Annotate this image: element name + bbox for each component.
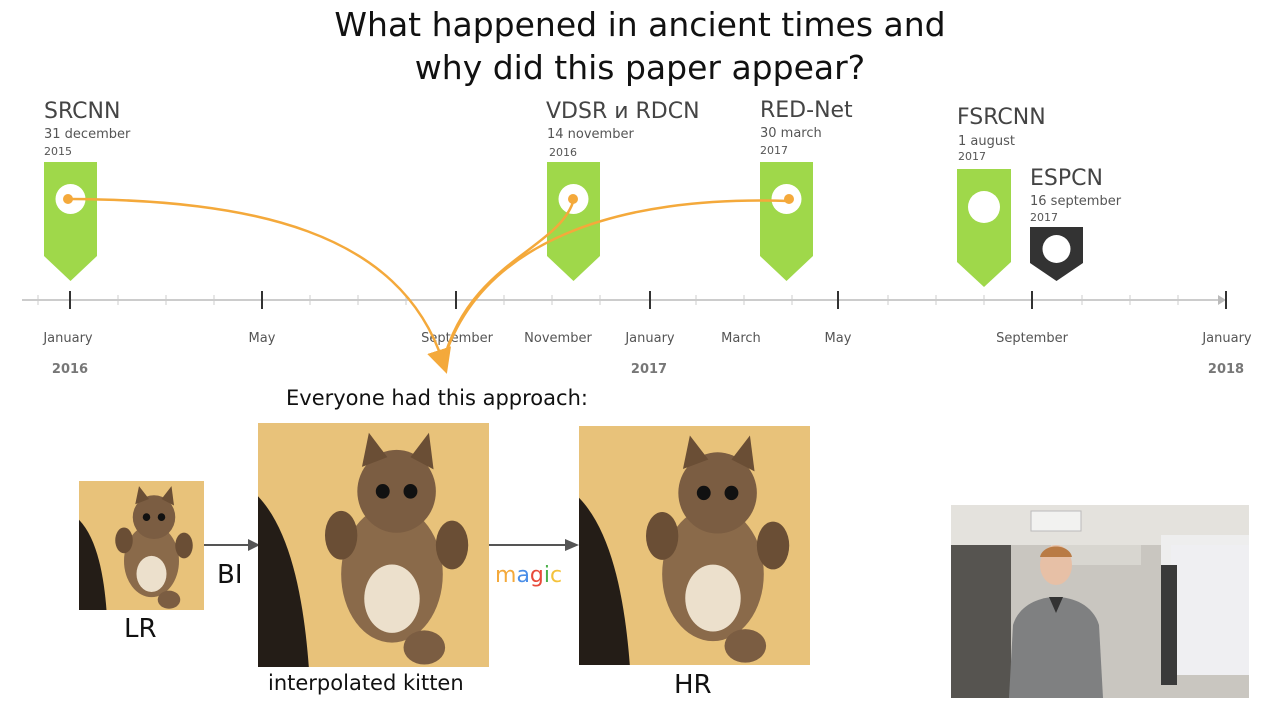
bi-arrow-icon xyxy=(204,539,260,551)
connector-arrows xyxy=(69,197,790,374)
kitten-icon xyxy=(579,426,810,665)
presenter-webcam xyxy=(951,505,1249,698)
magic-letter: c xyxy=(550,563,563,588)
pin-flag-icon xyxy=(547,162,600,281)
axis-month-label: May xyxy=(249,331,276,346)
interpolated-label: interpolated kitten xyxy=(268,671,464,695)
lr-label: LR xyxy=(124,614,157,644)
axis-month-label: January xyxy=(1201,331,1252,346)
magic-letter: g xyxy=(529,563,544,588)
milestone-year: 2015 xyxy=(44,145,72,158)
axis-month-label: January xyxy=(624,331,675,346)
milestone-year: 2016 xyxy=(549,146,577,159)
arrow-from-red-net xyxy=(441,199,790,363)
magic-letter: m xyxy=(495,563,517,588)
slide-title-line-1: What happened in ancient times and xyxy=(334,5,946,44)
axis-month-label: September xyxy=(996,331,1069,346)
milestone-year: 2017 xyxy=(1030,211,1058,224)
magic-letter: i xyxy=(543,563,551,588)
axis-year-label: 2018 xyxy=(1208,362,1244,377)
axis-month-label: May xyxy=(825,331,852,346)
hr-label: HR xyxy=(674,670,712,700)
milestone-name: ESPCN xyxy=(1030,166,1103,191)
axis-year-label: 2016 xyxy=(52,362,88,377)
interpolated-kitten-image xyxy=(258,423,489,667)
minor-ticks xyxy=(37,295,1179,305)
milestone-name: SRCNN xyxy=(44,99,120,124)
kitten-icon xyxy=(79,481,204,610)
pin-flag-icon xyxy=(957,169,1011,287)
milestone-date: 16 september xyxy=(1030,194,1122,209)
magic-label: magic xyxy=(495,563,562,588)
axis-year-label: 2017 xyxy=(631,362,667,377)
timeline: January May September November January M… xyxy=(22,98,1252,377)
milestone-year: 2017 xyxy=(958,150,986,163)
milestone-fsrcnn: FSRCNN 1 august 2017 xyxy=(957,105,1046,287)
milestone-espcn: ESPCN 16 september 2017 xyxy=(1030,166,1122,281)
axis-month-label: January xyxy=(42,331,93,346)
presenter-photo-icon xyxy=(951,505,1249,698)
approach-heading: Everyone had this approach: xyxy=(286,386,588,410)
pin-dot-icon xyxy=(63,194,73,204)
magic-arrow-icon xyxy=(489,539,579,551)
pin-flag-icon xyxy=(760,162,813,281)
kitten-icon xyxy=(258,423,489,667)
milestone-year: 2017 xyxy=(760,144,788,157)
milestone-date: 31 december xyxy=(44,127,131,142)
milestone-date: 30 march xyxy=(760,126,822,141)
pin-circle-icon xyxy=(1042,235,1071,263)
arrow-from-srcnn xyxy=(69,197,451,374)
bi-label: BI xyxy=(217,560,243,590)
magic-letter: a xyxy=(516,563,530,588)
slide-title-line-2: why did this paper appear? xyxy=(414,48,866,87)
axis-arrow-icon xyxy=(1218,295,1226,305)
milestone-name: RED-Net xyxy=(760,98,853,123)
axis-month-label: March xyxy=(721,331,761,346)
pin-flag-icon xyxy=(44,162,97,281)
milestone-red-net: RED-Net 30 march 2017 xyxy=(760,98,853,281)
axis-month-label: September xyxy=(421,331,494,346)
milestone-srcnn: SRCNN 31 december 2015 xyxy=(44,99,131,281)
pin-dot-icon xyxy=(784,194,794,204)
major-ticks xyxy=(69,291,1227,309)
hr-kitten-image xyxy=(579,426,810,665)
milestone-name: VDSR и RDCN xyxy=(546,99,700,124)
pin-circle-icon xyxy=(968,191,1000,223)
lr-kitten-image xyxy=(79,481,204,610)
milestone-date: 14 november xyxy=(547,127,634,142)
milestone-date: 1 august xyxy=(958,134,1015,149)
milestone-name: FSRCNN xyxy=(957,105,1046,130)
axis-month-label: November xyxy=(524,331,592,346)
milestone-vdsr-rdcn: VDSR и RDCN 14 november 2016 xyxy=(546,99,700,281)
